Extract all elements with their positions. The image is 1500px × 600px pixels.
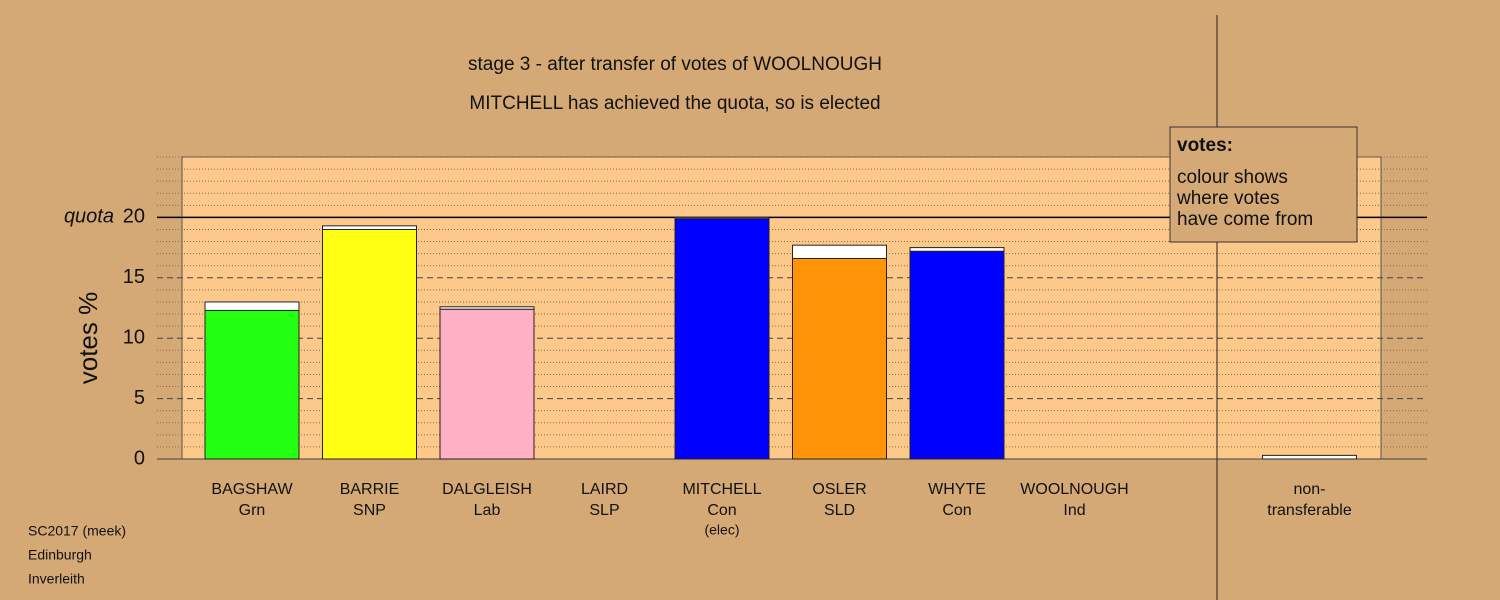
bar-segment [909,247,1005,252]
bar-segment [322,225,417,230]
bar-segment [674,216,770,220]
x-tick-label: non- [1293,481,1325,498]
legend: votes: colour shows where votes have com… [1169,126,1358,243]
chart-title: stage 3 - after transfer of votes of WOO… [468,54,882,75]
party-label: SLD [824,502,855,519]
y-axis-label: votes % [73,292,103,385]
bar-segment [792,244,887,259]
legend-text: colour shows [1177,167,1288,188]
bar-segment [439,306,535,310]
legend-box [1169,126,1358,243]
footer-text: Edinburgh [28,547,92,563]
legend-title: votes: [1177,135,1233,156]
bar-segment [792,257,887,460]
bar-segment [909,250,1005,460]
bar-segment [204,301,300,311]
party-label: SNP [353,502,386,519]
x-tick-label: OSLER [812,481,866,498]
bar-segment [204,309,300,460]
bars [204,216,1357,460]
quota-label: quota [64,206,114,228]
legend-text: where votes [1176,188,1279,209]
y-tick-label: 5 [134,387,145,409]
party-label: Lab [474,502,501,519]
party-label: transferable [1267,502,1352,519]
x-tick-label: WHYTE [928,481,986,498]
chart-subtitle: MITCHELL has achieved the quota, so is e… [469,93,880,114]
party-label: Ind [1063,502,1085,519]
x-tick-label: BARRIE [340,481,400,498]
party-label: SLP [589,502,619,519]
party-label: Grn [239,502,266,519]
bar-segment [439,308,535,460]
x-tick-label: BAGSHAW [211,481,293,498]
party-label: Con [942,502,971,519]
x-tick-label: DALGLEISH [442,481,532,498]
x-tick-label: LAIRD [581,481,628,498]
y-tick-label: 0 [134,447,145,469]
y-tick-label: 15 [123,266,145,288]
footer-text: SC2017 (meek) [28,523,126,539]
x-tick-label: MITCHELL [682,481,761,498]
party-label: Con [707,502,736,519]
bar-segment [674,218,770,460]
legend-text: have come from [1177,209,1313,230]
bar-segment [322,228,417,460]
bar-segment [1262,454,1357,460]
x-tick-label: WOOLNOUGH [1020,481,1128,498]
footer-text: Inverleith [28,571,85,587]
status-label: (elec) [704,522,739,538]
y-tick-label: 20 [123,206,145,228]
y-tick-label: 10 [123,326,145,348]
